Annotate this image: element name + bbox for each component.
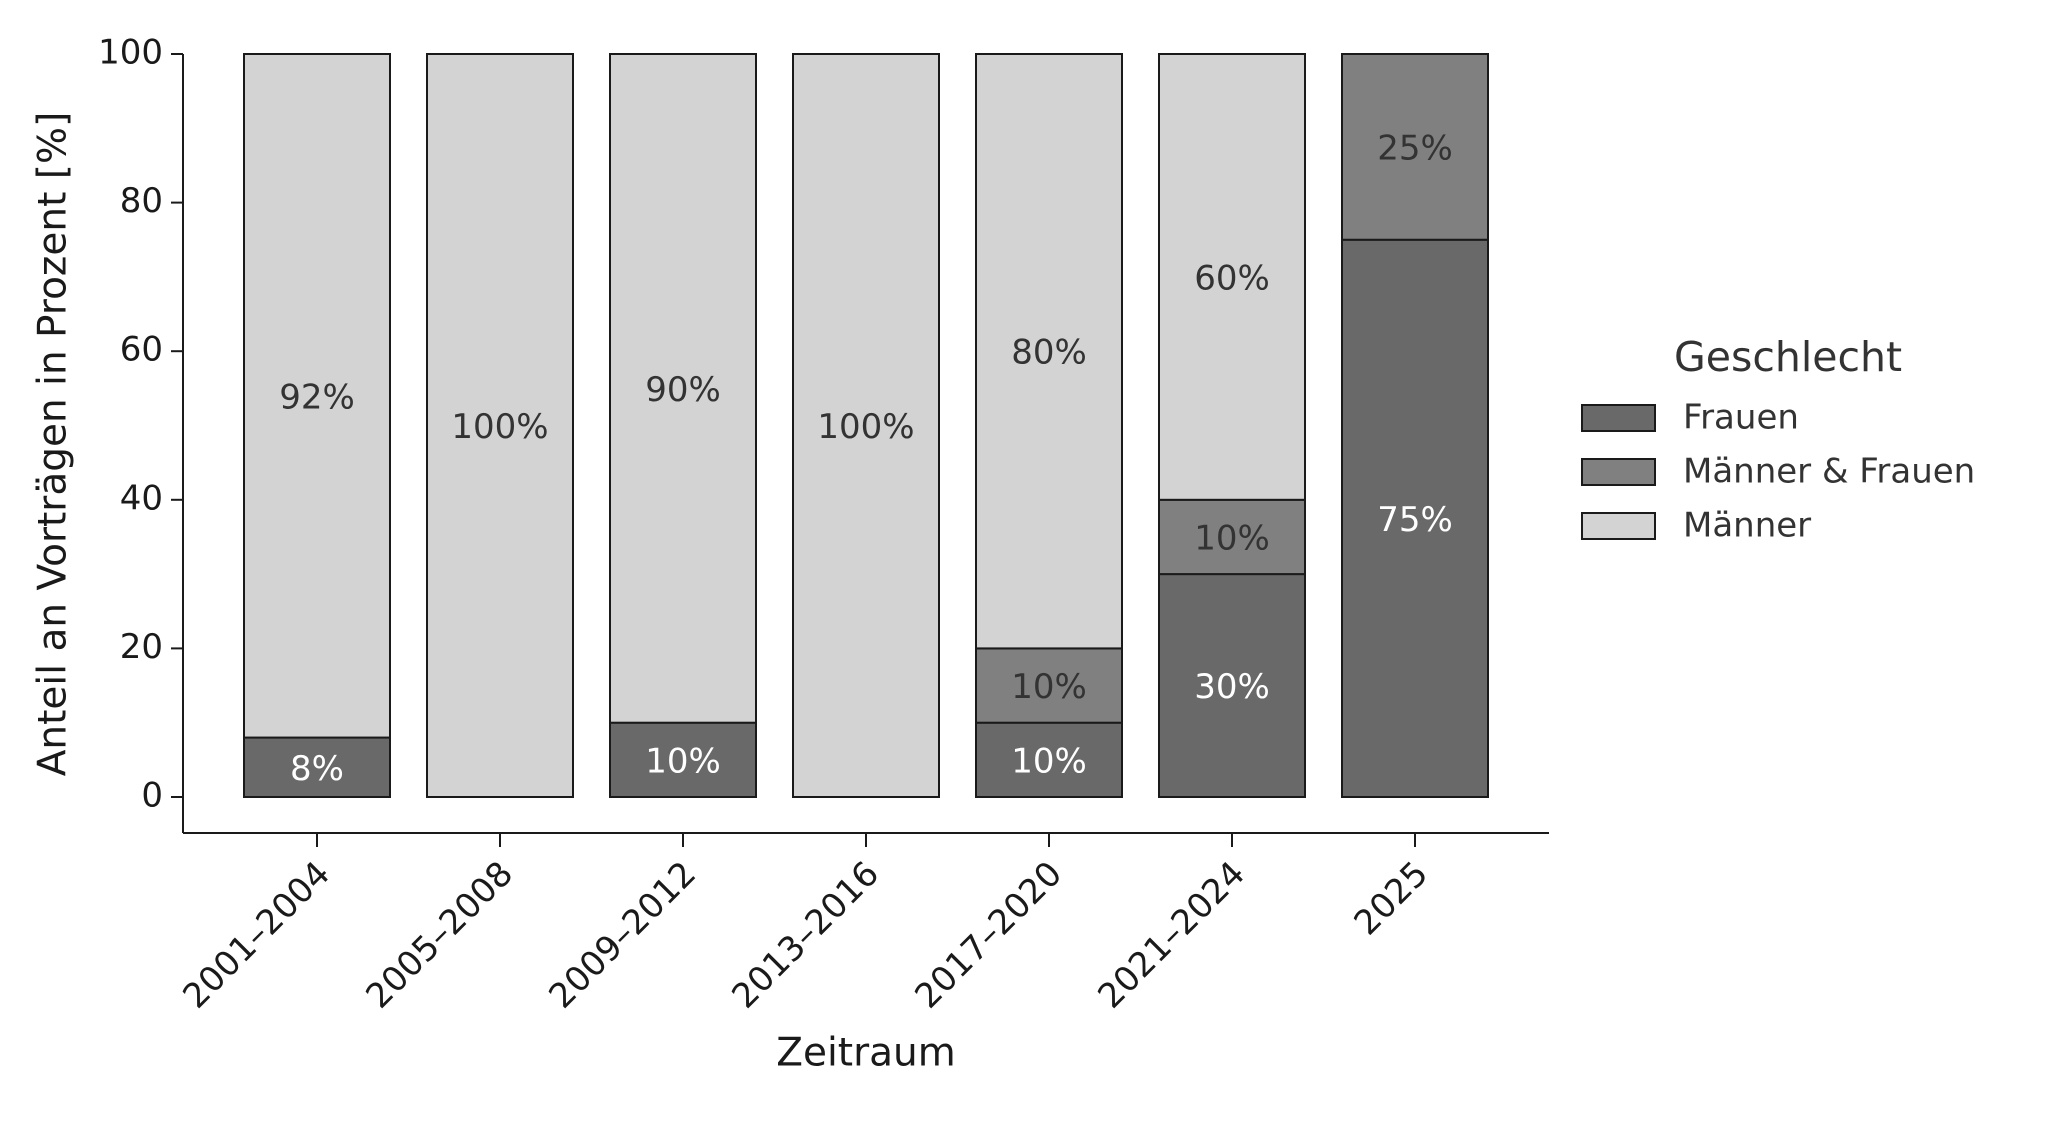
legend-swatch — [1581, 404, 1656, 432]
x-tick-label: 2021–2024 — [1090, 854, 1253, 1017]
value-label: 10% — [645, 741, 721, 781]
legend-label: Männer — [1683, 506, 1811, 546]
legend-label: Männer & Frauen — [1683, 452, 1975, 492]
bar-segment — [1341, 53, 1489, 241]
bar-segment — [1158, 53, 1306, 501]
value-label: 25% — [1377, 128, 1453, 168]
bar-segment — [792, 53, 940, 798]
value-label: 60% — [1194, 258, 1270, 298]
legend-swatch — [1581, 458, 1656, 486]
y-tick-label: 40 — [120, 478, 163, 518]
bar-segment — [1341, 238, 1489, 798]
bar-segment — [609, 53, 757, 724]
y-tick-label: 0 — [141, 776, 163, 816]
x-tick-label: 2005–2008 — [358, 854, 521, 1017]
value-label: 10% — [1011, 667, 1087, 707]
y-axis-label: Anteil an Vorträgen in Prozent [%] — [31, 112, 76, 777]
y-tick-label: 100 — [98, 33, 163, 73]
legend-label: Frauen — [1683, 398, 1799, 438]
value-label: 80% — [1011, 333, 1087, 373]
bar-segment — [1158, 573, 1306, 798]
legend-swatch — [1581, 512, 1656, 540]
bar-segment — [975, 647, 1123, 724]
value-label: 100% — [451, 407, 548, 447]
value-label: 10% — [1011, 741, 1087, 781]
x-tick-label: 2009–2012 — [541, 854, 704, 1017]
bar-segment — [243, 53, 391, 739]
bar-segment — [975, 721, 1123, 799]
bar-segment — [975, 53, 1123, 650]
value-label: 100% — [817, 407, 914, 447]
value-label: 30% — [1194, 667, 1270, 707]
x-tick-label: 2013–2016 — [724, 854, 887, 1017]
legend-title: Geschlecht — [1674, 333, 1902, 381]
x-tick-label: 2001–2004 — [175, 854, 338, 1017]
x-tick-label: 2025 — [1347, 854, 1436, 943]
bar-segment — [426, 53, 574, 798]
value-label: 75% — [1377, 500, 1453, 540]
x-tick-label: 2017–2020 — [907, 854, 1070, 1017]
value-label: 8% — [290, 749, 344, 789]
bar-segment — [1158, 498, 1306, 576]
bar-segment — [609, 721, 757, 799]
x-axis-label: Zeitraum — [776, 1031, 955, 1076]
y-tick-label: 60 — [120, 330, 163, 370]
value-label: 10% — [1194, 518, 1270, 558]
y-tick-label: 80 — [120, 181, 163, 221]
value-label: 92% — [279, 377, 355, 417]
y-tick-label: 20 — [120, 627, 163, 667]
value-label: 90% — [645, 370, 721, 410]
